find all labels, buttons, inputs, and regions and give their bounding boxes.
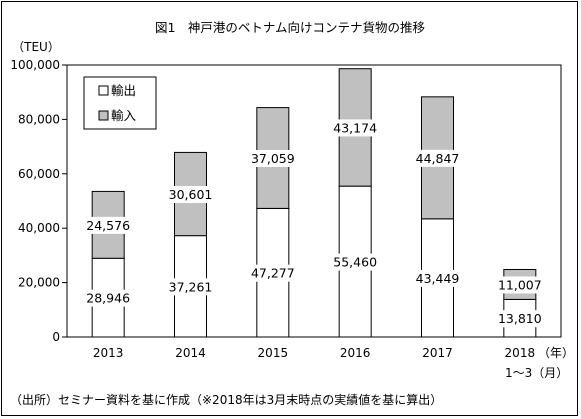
data-label-bg	[329, 253, 382, 271]
data-label-bg	[246, 264, 299, 282]
x-tick-label: 2014	[175, 346, 206, 360]
data-label-bg	[246, 150, 299, 168]
data-label-import-2013: 24,576	[86, 218, 130, 233]
data-label-bg	[493, 276, 546, 294]
y-tick-label: 40,000	[18, 221, 60, 235]
legend-swatch-import	[98, 110, 109, 121]
x-tick-label: 2017	[422, 346, 453, 360]
x-axis-year-suffix: （年）	[538, 346, 574, 360]
x-tick-label: 2015	[258, 346, 289, 360]
data-label-import-2018: 11,007	[498, 277, 542, 292]
data-label-bg	[411, 149, 464, 167]
x-tick-label: 2016	[340, 346, 371, 360]
data-label-import-2015: 37,059	[251, 151, 295, 166]
y-tick-label: 80,000	[18, 112, 60, 126]
data-label-bg	[329, 119, 382, 137]
data-label-bg	[493, 310, 546, 328]
data-label-export-2014: 37,261	[169, 279, 213, 294]
data-label-bg	[164, 186, 217, 204]
y-tick-label: 20,000	[18, 276, 60, 290]
x-axis-month-note: 1～3（月）	[505, 366, 568, 380]
data-label-export-2017: 43,449	[416, 271, 460, 286]
data-label-export-2013: 28,946	[86, 291, 130, 306]
data-label-bg	[82, 289, 135, 307]
data-label-import-2014: 30,601	[169, 187, 213, 202]
legend-swatch-export	[98, 85, 109, 96]
chart-title: 図1 神戸港のベトナム向けコンテナ貨物の推移	[155, 20, 425, 35]
data-label-bg	[411, 269, 464, 287]
y-tick-label: 60,000	[18, 167, 60, 181]
data-label-export-2015: 47,277	[251, 266, 295, 281]
y-tick-label: 0	[52, 330, 60, 344]
legend-box	[83, 76, 157, 130]
data-label-export-2016: 55,460	[333, 255, 377, 270]
legend-label-export: 輸出	[111, 83, 136, 98]
plot-area	[66, 64, 562, 338]
data-label-import-2017: 44,847	[416, 151, 460, 166]
legend: 輸出 輸入	[83, 76, 157, 130]
y-axis-unit: （TEU）	[12, 40, 60, 54]
data-label-import-2016: 43,174	[333, 120, 377, 135]
legend-label-import: 輸入	[111, 108, 137, 123]
source-note: （出所）セミナー資料を基に作成（※2018年は3月末時点の実績値を基に算出）	[10, 392, 442, 407]
data-label-bg	[82, 216, 135, 234]
y-tick-label: 100,000	[10, 58, 60, 72]
data-label-bg	[164, 278, 217, 296]
data-label-export-2018: 13,810	[498, 311, 542, 326]
x-tick-label: 2018	[505, 346, 536, 360]
x-tick-label: 2013	[93, 346, 124, 360]
